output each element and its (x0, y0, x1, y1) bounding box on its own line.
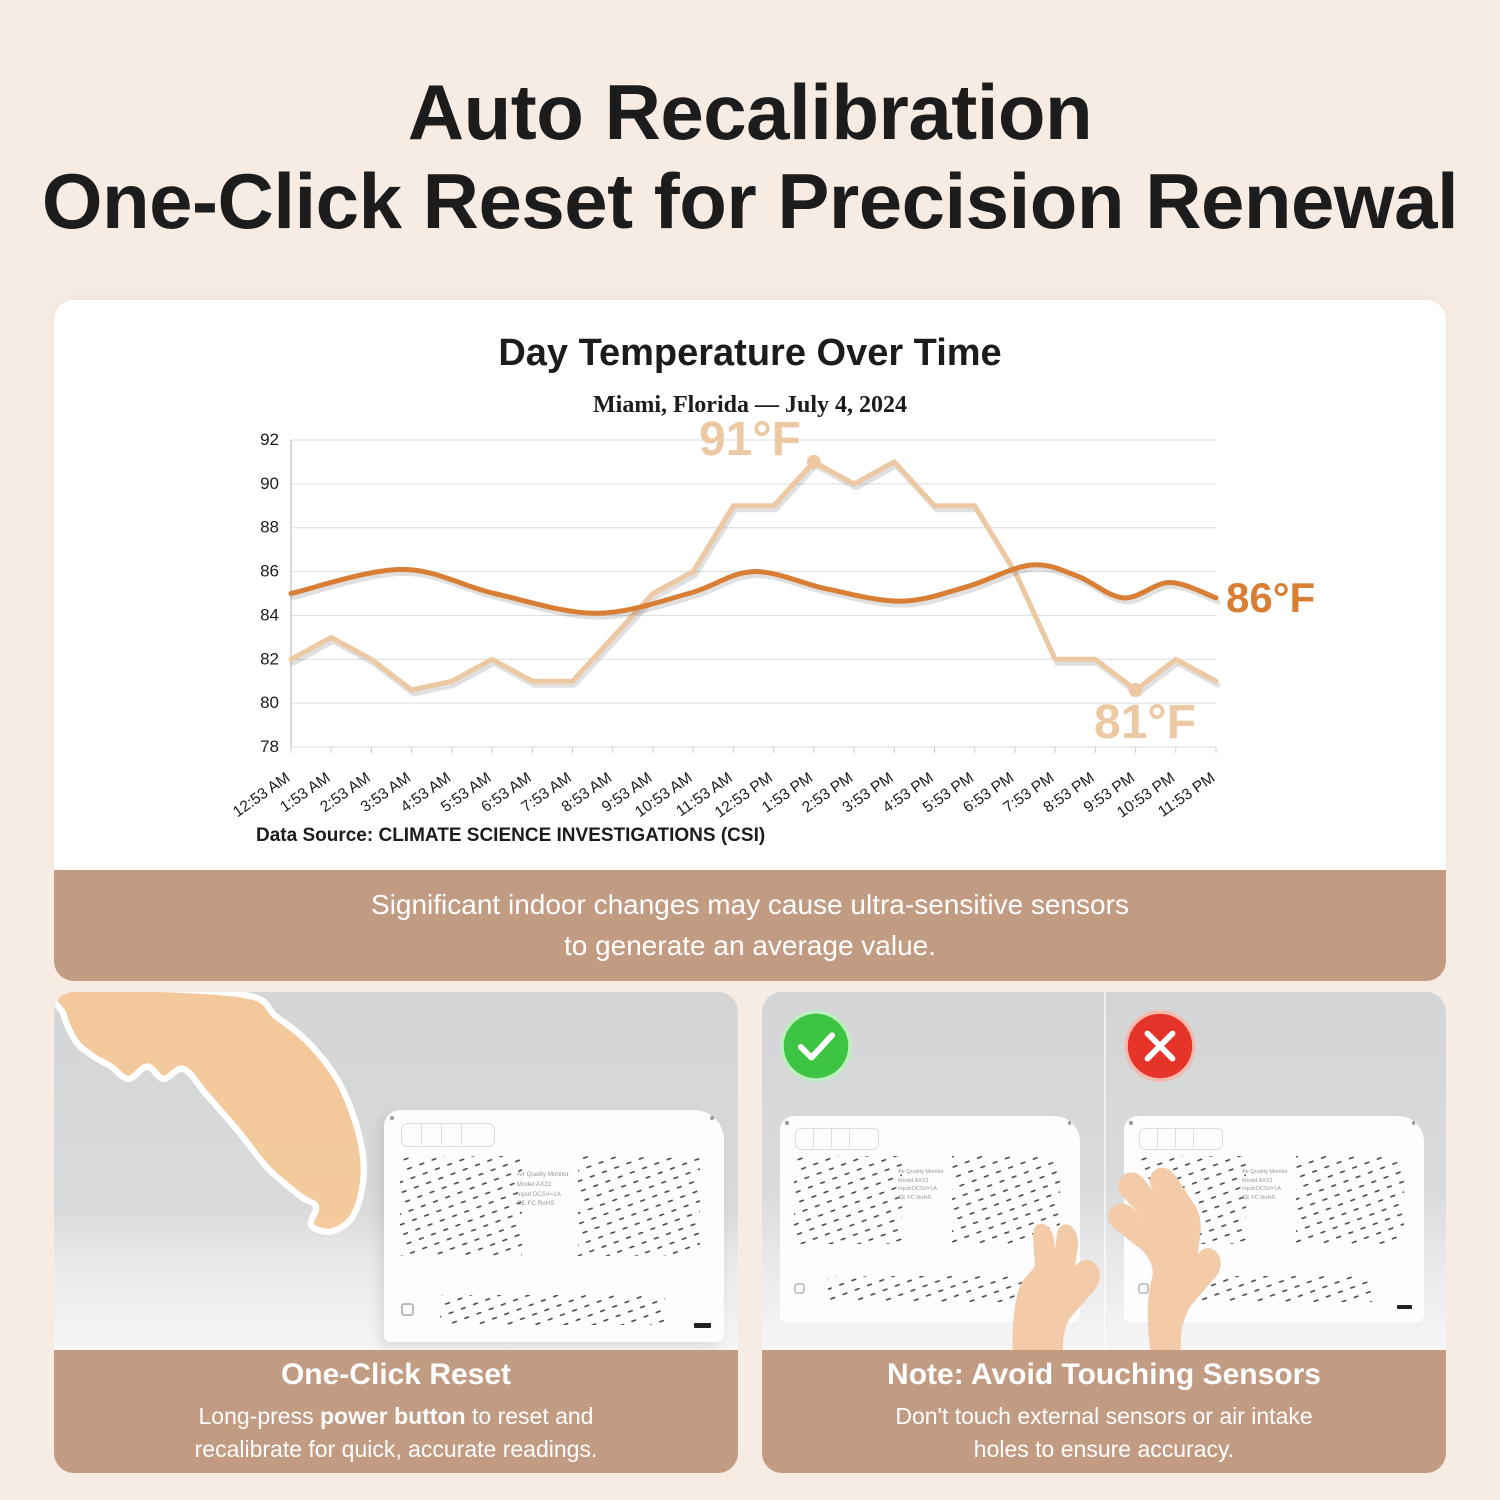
svg-text:80: 80 (260, 693, 279, 712)
svg-text:86: 86 (260, 562, 279, 581)
svg-text:81°F: 81°F (1094, 696, 1196, 749)
svg-text:84: 84 (260, 605, 279, 624)
svg-text:88: 88 (260, 518, 279, 537)
svg-text:82: 82 (260, 649, 279, 668)
svg-text:92: 92 (260, 430, 279, 449)
svg-text:90: 90 (260, 474, 279, 493)
svg-text:78: 78 (260, 737, 279, 756)
svg-text:91°F: 91°F (699, 413, 801, 466)
svg-text:86°F: 86°F (1226, 574, 1315, 621)
